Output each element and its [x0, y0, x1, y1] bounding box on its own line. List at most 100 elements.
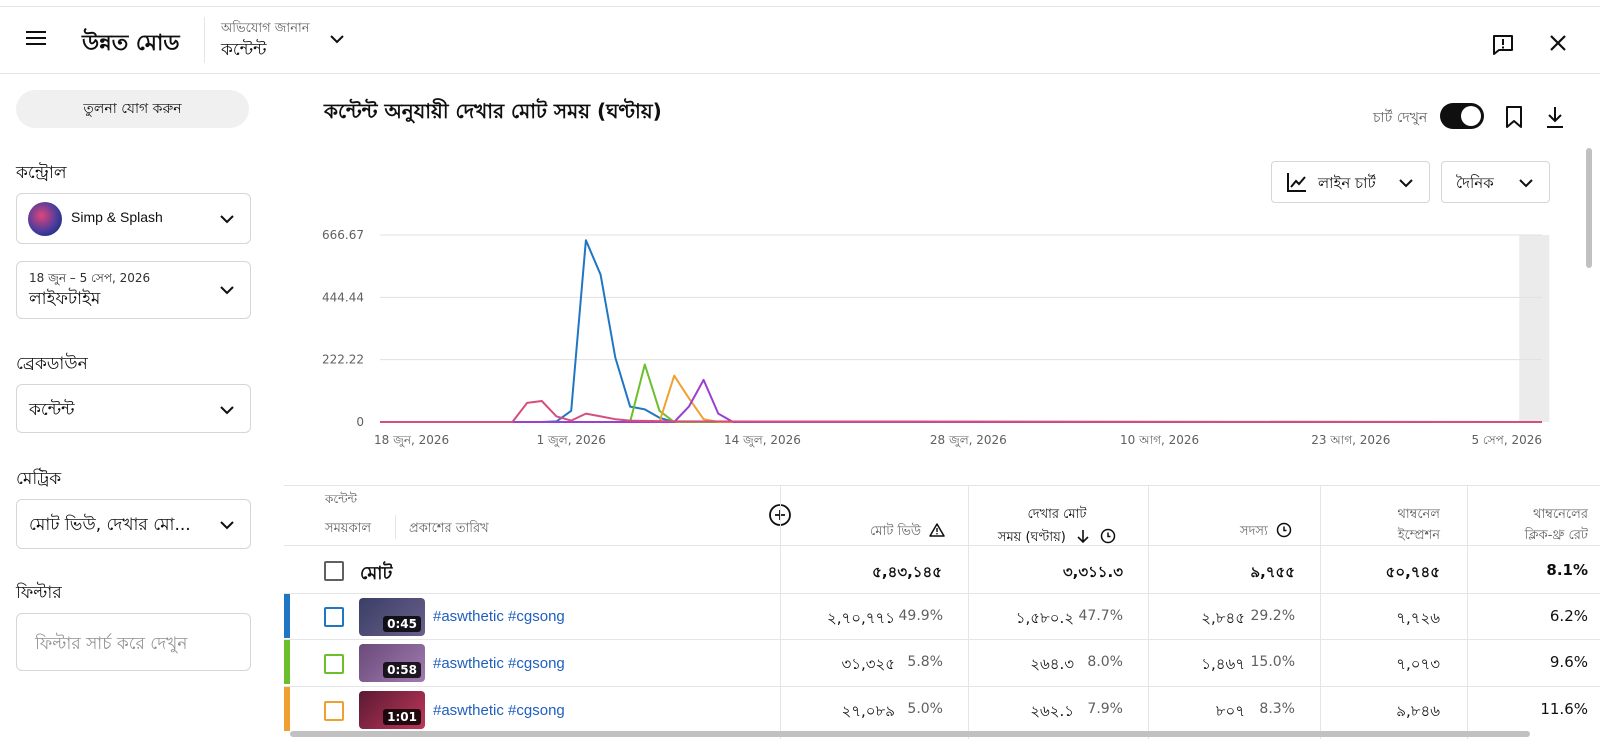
- header-divider: [204, 17, 205, 63]
- row-impressions: ৯,৮৪৬: [1396, 702, 1440, 720]
- x-tick-label: 14 জুল, 2026: [724, 433, 801, 448]
- watch-time-header-line2: সময় (ঘণ্টায়): [997, 530, 1066, 545]
- bookmark-icon[interactable]: [1503, 104, 1525, 130]
- chevron-down-icon: [1519, 179, 1533, 188]
- chevron-down-icon: [220, 215, 234, 224]
- show-chart-label: চার্ট দেখুন: [1373, 110, 1428, 126]
- feedback-report-icon[interactable]: [1491, 33, 1515, 57]
- chevron-down-icon: [220, 521, 234, 530]
- row-divider: [284, 639, 1600, 640]
- hamburger-menu-icon[interactable]: [26, 29, 48, 47]
- x-tick-label: 10 আগ, 2026: [1120, 433, 1199, 447]
- period-column-header[interactable]: সময়কাল: [325, 521, 372, 536]
- total-ctr: 8.1%: [1546, 561, 1588, 579]
- metric-selector[interactable]: মোট ভিউ, দেখার মো...: [16, 499, 251, 549]
- channel-name: Simp & Splash: [71, 209, 163, 225]
- chevron-down-icon[interactable]: [326, 29, 348, 49]
- series-line: [380, 400, 1543, 423]
- row-checkbox[interactable]: [324, 654, 344, 674]
- warning-icon: [929, 523, 945, 537]
- chevron-down-icon: [1399, 179, 1413, 188]
- row-ctr: 11.6%: [1540, 700, 1588, 718]
- date-range-selector[interactable]: 18 জুন – 5 সেপ, 2026 লাইফটাইম: [16, 261, 251, 319]
- row-impressions: ৭,৭২৬: [1396, 609, 1440, 627]
- total-views: ৫,৪৩,১৪৫: [872, 563, 942, 581]
- row-subs-pct: 29.2%: [1250, 608, 1295, 624]
- row-watch-time: ২৬২.১: [1030, 702, 1074, 720]
- column-divider: [1467, 485, 1468, 739]
- breakdown-value: কন্টেন্ট: [29, 400, 75, 420]
- video-thumbnail[interactable]: 1:01: [359, 691, 425, 729]
- chart-title: কন্টেন্ট অনুযায়ী দেখার মোট সময় (ঘণ্টায…: [324, 99, 662, 123]
- chart-type-dropdown[interactable]: লাইন চার্ট: [1271, 161, 1430, 203]
- clock-icon: [1100, 528, 1116, 544]
- video-title-link[interactable]: #aswthetic #cgsong: [433, 655, 565, 672]
- series-color-stripe: [284, 687, 290, 731]
- x-tick-label: 1 জুল, 2026: [537, 433, 606, 448]
- content-selector-label[interactable]: কন্টেন্ট: [221, 40, 267, 60]
- select-all-checkbox[interactable]: [324, 561, 344, 581]
- interval-dropdown[interactable]: দৈনিক: [1441, 161, 1550, 203]
- date-period-text: লাইফটাইম: [29, 289, 101, 309]
- column-divider: [780, 485, 781, 739]
- filter-search-input[interactable]: ফিল্টার সার্চ করে দেখুন: [16, 613, 251, 671]
- publish-date-column-header[interactable]: প্রকাশের তারিখ: [409, 521, 489, 536]
- video-duration: 1:01: [383, 709, 421, 725]
- video-title-link[interactable]: #aswthetic #cgsong: [433, 608, 565, 625]
- breakdown-section-label: ব্রেকডাউন: [16, 354, 88, 374]
- ctr-header-line2: ক্লিক-থ্রু রেট: [1524, 528, 1588, 543]
- x-tick-label: 18 জুন, 2026: [374, 433, 449, 448]
- row-impressions: ৭,০৭৩: [1396, 655, 1440, 673]
- video-thumbnail[interactable]: 0:45: [359, 598, 425, 636]
- video-title-link[interactable]: #aswthetic #cgsong: [433, 702, 565, 719]
- watch-time-column-header[interactable]: দেখার মোট সময় (ঘণ্টায়): [978, 505, 1136, 549]
- row-subs-pct: 15.0%: [1250, 654, 1295, 670]
- impressions-header-line2: ইম্প্রেশন: [1397, 528, 1440, 543]
- row-ctr: 9.6%: [1549, 653, 1588, 671]
- row-divider: [284, 545, 1600, 546]
- content-column-header: কন্টেন্ট: [325, 492, 358, 506]
- total-watch-time: ৩,৩১১.৩: [1062, 563, 1123, 581]
- add-comparison-button[interactable]: তুলনা যোগ করুন: [16, 90, 249, 128]
- channel-avatar: [28, 202, 62, 236]
- series-color-stripe: [284, 640, 290, 684]
- column-divider: [968, 485, 969, 739]
- row-checkbox[interactable]: [324, 607, 344, 627]
- row-checkbox[interactable]: [324, 701, 344, 721]
- row-subs-pct: 8.3%: [1259, 701, 1295, 717]
- y-tick-label: 222.22: [322, 353, 364, 367]
- vertical-scrollbar[interactable]: [1586, 148, 1592, 268]
- show-chart-toggle[interactable]: [1440, 103, 1484, 129]
- row-views: ২,৭০,৭৭১: [826, 609, 895, 627]
- row-ctr: 6.2%: [1549, 607, 1588, 625]
- feedback-label[interactable]: অভিযোগ জানান: [221, 21, 310, 36]
- total-views-column-header[interactable]: মোট ভিউ: [870, 522, 945, 543]
- impressions-column-header[interactable]: থাম্বনেল ইম্প্রেশন: [1320, 505, 1440, 547]
- line-chart-icon: [1287, 173, 1306, 192]
- table-top-border: [284, 485, 1600, 486]
- video-thumbnail[interactable]: 0:58: [359, 644, 425, 682]
- row-watch-pct: 8.0%: [1087, 654, 1123, 670]
- download-icon[interactable]: [1543, 104, 1567, 130]
- row-watch-pct: 7.9%: [1087, 701, 1123, 717]
- column-divider: [1148, 485, 1149, 739]
- x-tick-label: 5 সেপ, 2026: [1471, 433, 1542, 447]
- row-subscribers: ৮০৭: [1215, 702, 1245, 720]
- row-watch-time: ১,৫৮০.২: [1015, 609, 1074, 627]
- total-views-header-label: মোট ভিউ: [870, 524, 922, 539]
- header-bar: উন্নত মোড অভিযোগ জানান কন্টেন্ট: [0, 7, 1600, 74]
- horizontal-scrollbar[interactable]: [290, 731, 1530, 737]
- subscribers-column-header[interactable]: সদস্য: [1240, 522, 1292, 543]
- row-watch-time: ২৬৪.৩: [1030, 655, 1074, 673]
- row-subscribers: ১,৪৬৭: [1201, 655, 1245, 673]
- breakdown-selector[interactable]: কন্টেন্ট: [16, 384, 251, 433]
- metric-value: মোট ভিউ, দেখার মো...: [29, 515, 191, 535]
- row-watch-pct: 47.7%: [1078, 608, 1123, 624]
- row-views-pct: 5.0%: [907, 701, 943, 717]
- row-views-pct: 49.9%: [898, 608, 943, 624]
- channel-selector[interactable]: Simp & Splash: [16, 193, 251, 244]
- y-tick-label: 444.44: [322, 290, 364, 304]
- close-icon[interactable]: [1546, 31, 1570, 55]
- ctr-column-header[interactable]: থাম্বনেলের ক্লিক-থ্রু রেট: [1467, 505, 1588, 547]
- row-subscribers: ২,৮৪৫: [1201, 609, 1245, 627]
